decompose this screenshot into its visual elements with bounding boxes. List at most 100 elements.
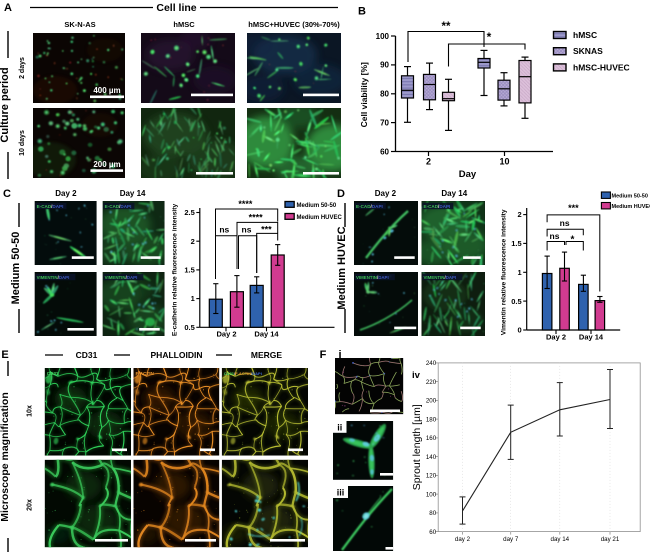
svg-text:CD31: CD31 xyxy=(47,371,59,376)
svg-text:Day 2: Day 2 xyxy=(216,330,236,339)
svg-text:2.5: 2.5 xyxy=(184,208,194,217)
svg-text:2: 2 xyxy=(191,237,195,246)
svg-text:CD31: CD31 xyxy=(76,350,98,360)
svg-text:Day 14: Day 14 xyxy=(441,189,467,198)
svg-text:ns: ns xyxy=(560,218,570,228)
svg-text:E: E xyxy=(1,349,8,361)
svg-text:120: 120 xyxy=(426,473,437,480)
svg-text:1: 1 xyxy=(518,268,522,277)
svg-text:10 days: 10 days xyxy=(19,130,26,156)
svg-text:A: A xyxy=(4,2,12,14)
svg-text:Day 2: Day 2 xyxy=(375,189,397,198)
svg-text:E-cadherin relative fluorescen: E-cadherin relative fluorescence intensi… xyxy=(172,203,179,336)
svg-text:1.5: 1.5 xyxy=(511,239,521,248)
svg-text:C: C xyxy=(3,188,11,200)
svg-text:E-CAD/DAPI: E-CAD/DAPI xyxy=(37,204,64,209)
svg-text:*: * xyxy=(571,235,575,246)
svg-text:Medium 50-50: Medium 50-50 xyxy=(612,194,648,200)
svg-text:0.5: 0.5 xyxy=(184,323,194,332)
svg-text:0: 0 xyxy=(518,326,522,335)
svg-text:ns: ns xyxy=(550,231,560,241)
svg-text:220: 220 xyxy=(426,379,437,386)
svg-text:VIMENTIN/DAPI: VIMENTIN/DAPI xyxy=(37,275,70,280)
svg-text:F-ACTIN: F-ACTIN xyxy=(136,371,155,376)
svg-text:***: *** xyxy=(568,203,579,213)
svg-text:100: 100 xyxy=(376,32,390,41)
svg-text:1: 1 xyxy=(191,294,195,303)
svg-text:Day 2: Day 2 xyxy=(55,189,77,198)
svg-text:Day 2: Day 2 xyxy=(546,333,566,342)
svg-text:2 days: 2 days xyxy=(19,57,26,79)
svg-text:VIMENTIN/DAPI: VIMENTIN/DAPI xyxy=(105,275,138,280)
svg-text:F: F xyxy=(320,349,327,361)
svg-text:****: **** xyxy=(238,199,253,209)
svg-text:****: **** xyxy=(249,213,264,223)
svg-text:Medium 50-50: Medium 50-50 xyxy=(297,203,337,209)
svg-text:Microscope magnification: Microscope magnification xyxy=(0,392,11,522)
svg-text:SKNAS: SKNAS xyxy=(573,46,603,56)
svg-text:Medium HUVEC: Medium HUVEC xyxy=(297,215,343,221)
svg-text:hMSC-HUVEC: hMSC-HUVEC xyxy=(573,62,630,72)
svg-text:1.5: 1.5 xyxy=(184,266,194,275)
svg-text:SK-N-AS: SK-N-AS xyxy=(64,20,95,29)
svg-text:E-CAD/DAPI: E-CAD/DAPI xyxy=(105,204,132,209)
svg-text:day 21: day 21 xyxy=(601,536,620,543)
svg-text:CD31/F-ACTIN/DAPI: CD31/F-ACTIN/DAPI xyxy=(224,371,262,376)
svg-text:140: 140 xyxy=(426,454,437,461)
svg-text:Medium HUVEC: Medium HUVEC xyxy=(612,204,650,210)
svg-text:Day: Day xyxy=(459,169,477,180)
svg-text:Day 14: Day 14 xyxy=(579,333,604,342)
svg-text:D: D xyxy=(337,188,345,200)
svg-text:B: B xyxy=(358,6,366,18)
svg-text:Culture period: Culture period xyxy=(0,67,11,142)
svg-text:90: 90 xyxy=(380,61,389,70)
svg-text:MERGE: MERGE xyxy=(251,350,283,360)
svg-text:0.5: 0.5 xyxy=(511,297,521,306)
svg-text:iii: iii xyxy=(337,488,345,498)
svg-text:iv: iv xyxy=(412,370,421,381)
svg-text:Medium HUVEC: Medium HUVEC xyxy=(336,226,348,309)
svg-text:160: 160 xyxy=(426,435,437,442)
svg-text:10x: 10x xyxy=(27,405,34,417)
svg-text:180: 180 xyxy=(426,416,437,423)
svg-text:400 µm: 400 µm xyxy=(93,86,120,95)
svg-text:100: 100 xyxy=(426,491,437,498)
svg-text:10: 10 xyxy=(499,157,509,167)
svg-text:day 2: day 2 xyxy=(455,536,471,543)
svg-text:Medium 50-50: Medium 50-50 xyxy=(10,232,22,305)
svg-text:Day 14: Day 14 xyxy=(120,189,146,198)
svg-text:*: * xyxy=(487,30,492,44)
svg-text:200: 200 xyxy=(426,398,437,405)
svg-text:**: ** xyxy=(442,21,451,33)
svg-text:240: 240 xyxy=(426,360,437,367)
svg-text:E-CAD/DAPI: E-CAD/DAPI xyxy=(356,204,383,209)
svg-text:day 14: day 14 xyxy=(551,536,570,543)
svg-text:VIMENTIN/DAPI: VIMENTIN/DAPI xyxy=(424,275,457,280)
svg-text:Cell line: Cell line xyxy=(156,2,196,14)
svg-text:hMSC+HUVEC (30%-70%): hMSC+HUVEC (30%-70%) xyxy=(248,20,340,29)
svg-text:20x: 20x xyxy=(27,499,34,511)
svg-text:hMSC: hMSC xyxy=(573,30,597,40)
svg-text:day 7: day 7 xyxy=(503,536,519,543)
svg-text:Vimentin relative fluorescence: Vimentin relative fluorescence intensity xyxy=(501,209,508,335)
svg-text:PHALLOIDIN: PHALLOIDIN xyxy=(151,350,203,360)
svg-text:Sprout length [µm]: Sprout length [µm] xyxy=(411,404,423,490)
svg-text:ii: ii xyxy=(337,423,342,433)
svg-text:Day 14: Day 14 xyxy=(254,330,279,339)
svg-text:80: 80 xyxy=(380,90,389,99)
svg-text:70: 70 xyxy=(380,118,389,127)
svg-text:***: *** xyxy=(261,225,272,235)
svg-text:Cell viability [%]: Cell viability [%] xyxy=(359,62,369,127)
svg-text:2: 2 xyxy=(426,157,431,167)
svg-text:VIMENTIN/DAPI: VIMENTIN/DAPI xyxy=(356,275,389,280)
svg-text:60: 60 xyxy=(380,147,389,156)
svg-text:80: 80 xyxy=(429,510,436,517)
svg-text:hMSC: hMSC xyxy=(173,20,195,29)
svg-text:2: 2 xyxy=(518,210,522,219)
svg-text:200 µm: 200 µm xyxy=(93,160,120,169)
svg-text:ns: ns xyxy=(242,225,252,235)
svg-text:60: 60 xyxy=(429,529,436,536)
svg-text:i: i xyxy=(338,349,341,361)
svg-text:E-CAD/DAPI: E-CAD/DAPI xyxy=(424,204,451,209)
svg-text:ns: ns xyxy=(219,225,229,235)
